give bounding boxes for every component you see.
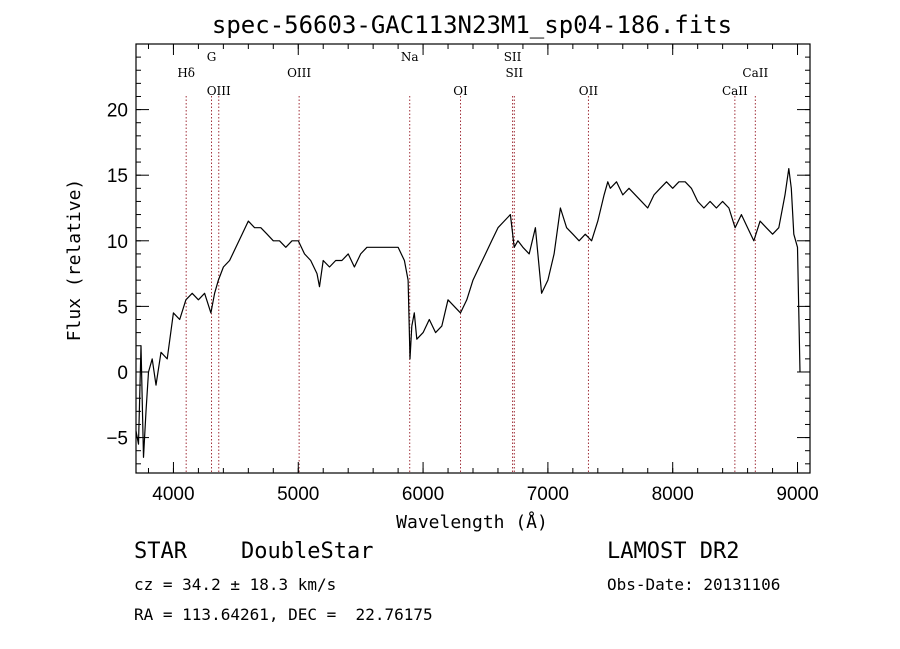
line-marker-label: OIII (287, 66, 311, 80)
y-tick-label: 5 (117, 297, 128, 318)
line-marker-label: CaII (722, 84, 748, 98)
y-tick-label: 0 (117, 363, 128, 384)
sky-coordinates: RA = 113.64261, DEC = 22.76175 (134, 605, 433, 624)
line-marker-label: OIII (207, 84, 231, 98)
redshift-velocity: cz = 34.2 ± 18.3 km/s (134, 575, 336, 594)
x-tick-label: 8000 (652, 484, 694, 505)
line-marker-label: OII (579, 84, 599, 98)
object-class: STAR (134, 539, 188, 564)
x-tick-label: 5000 (277, 484, 319, 505)
line-marker-label: CaII (742, 66, 768, 80)
axis-tick-labels: 4000 5000 6000 7000 8000 9000 −5 0 5 10 15 20 (106, 101, 818, 505)
survey-label: LAMOST DR2 (607, 539, 739, 564)
observation-date: Obs-Date: 20131106 (607, 575, 780, 594)
y-tick-label: −5 (106, 429, 128, 450)
y-tick-label: 10 (107, 232, 128, 253)
line-marker-label: Hδ (177, 66, 195, 80)
object-subclass: DoubleStar (241, 539, 373, 564)
line-marker-label: SII (505, 66, 523, 80)
x-tick-label: 6000 (402, 484, 444, 505)
axis-ticks (136, 43, 810, 473)
y-tick-label: 20 (107, 101, 128, 122)
y-tick-label: 15 (107, 166, 128, 187)
chart-title: spec-56603-GAC113N23M1_sp04-186.fits (212, 11, 732, 39)
x-tick-label: 4000 (152, 484, 194, 505)
plot-frame (135, 43, 811, 474)
line-marker-label: G (207, 50, 217, 64)
x-tick-label: 7000 (527, 484, 569, 505)
line-marker-label: OI (453, 84, 468, 98)
x-axis-label: Wavelength (Å) (396, 511, 548, 533)
spectral-line-markers: Hδ G OIII OIII Na OI SII SII OII CaII CaII (177, 50, 768, 473)
spectrum-line (135, 168, 801, 458)
line-marker-label: SII (504, 50, 522, 64)
line-marker-label: Na (401, 50, 419, 64)
x-tick-label: 9000 (776, 484, 818, 505)
y-axis-label: Flux (relative) (64, 179, 85, 342)
